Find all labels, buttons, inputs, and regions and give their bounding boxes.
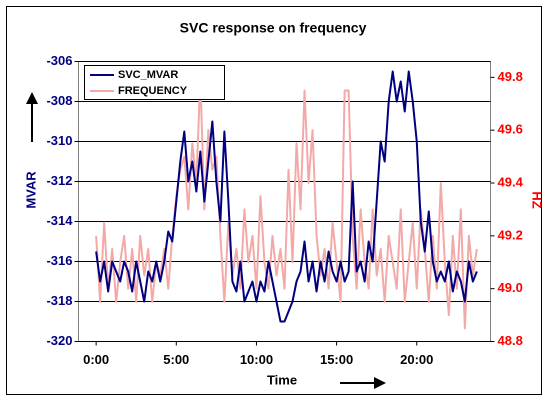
y-tick-label: -318 — [46, 293, 72, 308]
legend-box — [84, 65, 225, 100]
y2-tick-label: 49.0 — [498, 280, 523, 295]
y2-tick-label: 49.8 — [498, 69, 523, 84]
legend-label: FREQUENCY — [118, 85, 188, 97]
chart-title: SVC response on frequency — [180, 20, 367, 36]
x-tick-label: 5:00 — [163, 352, 189, 367]
y2-tick-label: 49.4 — [498, 174, 524, 189]
y2-tick-label: 49.2 — [498, 227, 523, 242]
x-tick-label: 20:00 — [400, 352, 433, 367]
up-arrow — [26, 92, 38, 142]
series-line — [95, 70, 478, 323]
y-tick-label: -312 — [46, 173, 72, 188]
y2-tick-label: 48.8 — [498, 333, 523, 348]
x-tick-label: 15:00 — [320, 352, 353, 367]
y-tick-label: -316 — [46, 253, 72, 268]
plot-area — [78, 61, 491, 342]
y-tick-label: -306 — [46, 53, 72, 68]
y2-axis-title: HZ — [530, 191, 545, 208]
x-tick-label: 10:00 — [240, 352, 273, 367]
legend-label: SVC_MVAR — [118, 69, 178, 81]
y-tick-label: -314 — [46, 213, 73, 228]
right-arrow — [340, 377, 386, 389]
y-tick-label: -320 — [46, 333, 72, 348]
x-tick-label: 0:00 — [83, 352, 109, 367]
x-axis-title: Time — [267, 372, 297, 387]
y-tick-label: -308 — [46, 93, 72, 108]
y2-tick-label: 49.6 — [498, 122, 523, 137]
y-axis-title: MVAR — [23, 171, 38, 209]
y-tick-label: -310 — [46, 133, 72, 148]
